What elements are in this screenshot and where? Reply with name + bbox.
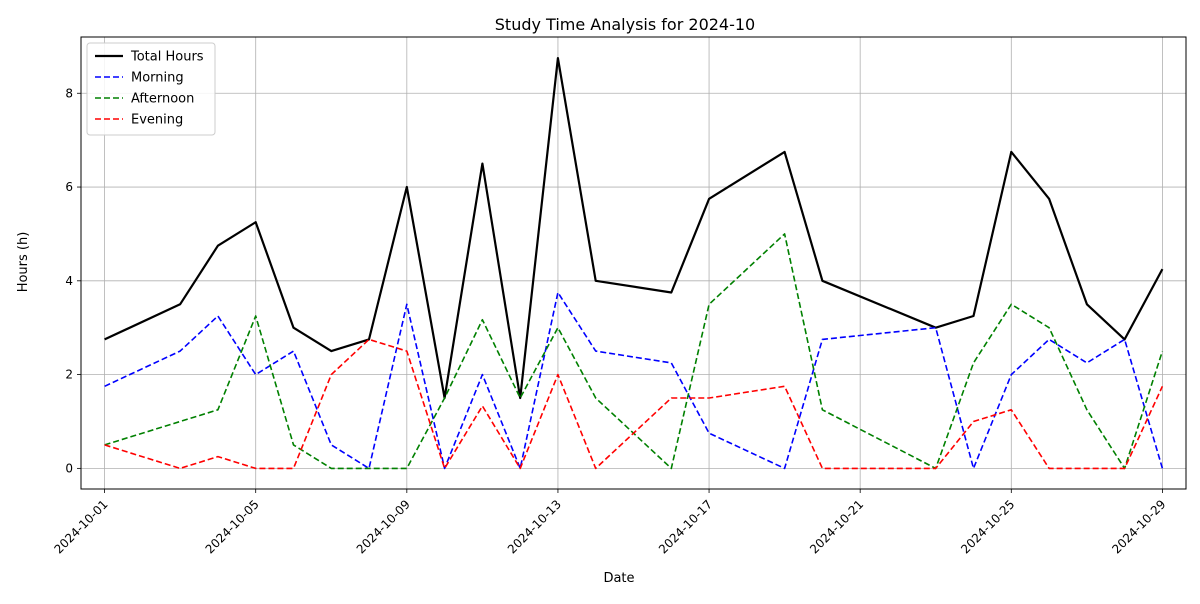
y-tick-label: 6 <box>65 180 73 194</box>
y-axis-label: Hours (h) <box>16 232 31 293</box>
plot-frame <box>80 36 1187 490</box>
series-lines <box>104 56 1164 470</box>
x-tick-label: 2024-10-21 <box>807 497 866 556</box>
y-tick-label: 2 <box>65 368 73 382</box>
x-tick-label: 2024-10-29 <box>1109 497 1168 556</box>
legend: Total Hours Morning Afternoon Evening <box>86 42 216 136</box>
legend-label: Evening <box>131 113 183 128</box>
legend-label: Afternoon <box>131 92 194 107</box>
x-tick-label: 2024-10-25 <box>958 497 1017 556</box>
legend-label: Morning <box>131 71 184 86</box>
y-tick-label: 4 <box>65 274 73 288</box>
x-tick-label: 2024-10-17 <box>656 497 715 556</box>
series-line-evening <box>104 338 1164 470</box>
chart-title: Study Time Analysis for 2024-10 <box>495 15 755 34</box>
legend-label: Total Hours <box>130 50 204 65</box>
legend-box <box>86 42 216 136</box>
y-tick-label: 0 <box>65 461 73 475</box>
x-axis-label: Date <box>603 571 634 586</box>
x-tick-label: 2024-10-09 <box>354 497 413 556</box>
y-tick-label: 8 <box>65 86 73 100</box>
series-line-afternoon <box>104 233 1164 470</box>
x-tick-label: 2024-10-05 <box>203 497 262 556</box>
series-line-total-hours <box>104 56 1164 400</box>
grid <box>81 37 1186 489</box>
series-line-morning <box>104 291 1164 470</box>
x-tick-label: 2024-10-01 <box>51 497 110 556</box>
x-tick-label: 2024-10-13 <box>505 497 564 556</box>
